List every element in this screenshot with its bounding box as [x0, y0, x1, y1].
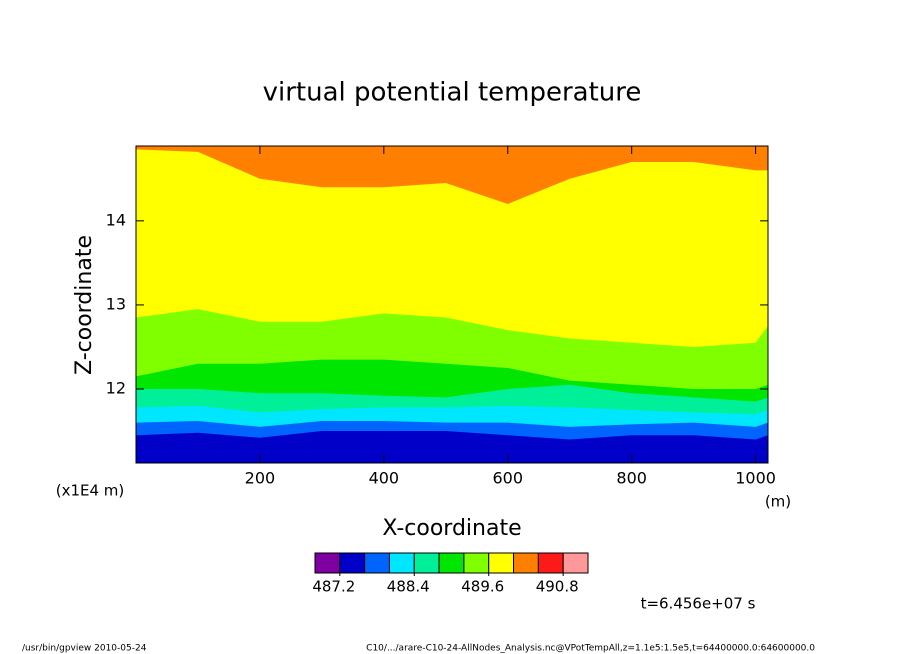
colorbar-box [364, 552, 390, 574]
colorbar-label: 489.6 [461, 578, 504, 596]
colorbar-box [488, 552, 515, 574]
colorbar-label: 490.8 [536, 578, 579, 596]
x-tick-label: 1000 [735, 469, 776, 488]
x-tick-label: 400 [369, 469, 400, 488]
x-unit: (m) [765, 493, 791, 511]
footer-right: C10/.../arare-C10-24-AllNodes_Analysis.n… [366, 644, 815, 654]
y-unit: (x1E4 m) [56, 482, 125, 500]
colorbar-box [413, 552, 440, 574]
y-tick-label: 14 [106, 210, 126, 229]
x-tick-label: 600 [492, 469, 523, 488]
colorbar-box [513, 552, 539, 574]
colorbar-box [463, 552, 490, 574]
time-label: t=6.456e+07 s [641, 595, 756, 613]
y-tick-label: 12 [106, 379, 126, 398]
y-tick-label: 13 [106, 294, 126, 313]
x-axis-label: X-coordinate [382, 516, 521, 541]
x-tick-label: 200 [245, 469, 276, 488]
colorbar-box [562, 552, 589, 574]
colorbar-box [438, 552, 465, 574]
contour-band [136, 146, 768, 205]
colorbar-label: 487.2 [312, 578, 355, 596]
colorbar-box [537, 552, 564, 574]
colorbar-label: 488.4 [387, 578, 430, 596]
colorbar-box [388, 552, 415, 574]
x-tick-label: 800 [616, 469, 647, 488]
chart-title: virtual potential temperature [263, 78, 642, 108]
contour-band [136, 146, 768, 347]
colorbar-box [339, 552, 366, 574]
footer-left: /usr/bin/gpview 2010-05-24 [22, 644, 147, 654]
colorbar-box [314, 552, 341, 574]
y-axis-label: Z-coordinate [72, 235, 97, 375]
